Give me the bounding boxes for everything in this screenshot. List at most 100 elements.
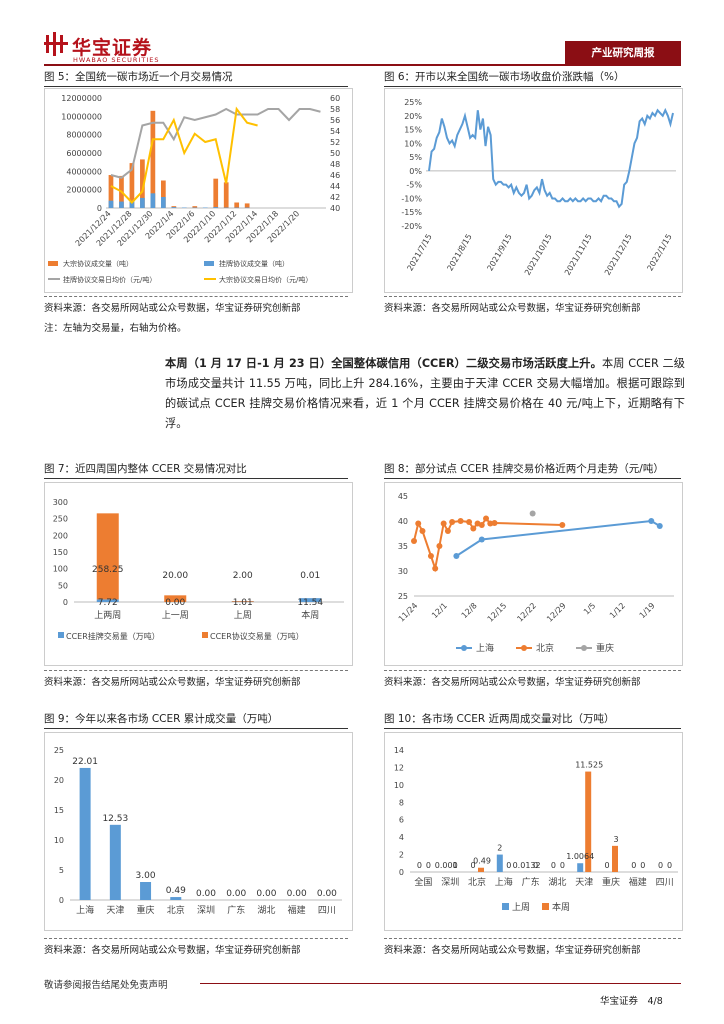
fig8-point-1 (419, 528, 426, 534)
fig10-y-tick: 0 (399, 868, 404, 877)
fig10-label-lastweek: 0 (551, 861, 556, 870)
fig10-label-thisweek: 0 (533, 861, 538, 870)
fig9-title: 图 9：今年以来各市场 CCER 累计成交量（万吨） (44, 713, 279, 725)
fig7-frame (44, 482, 353, 666)
fig5-y-left-tick: 10000000 (61, 112, 102, 121)
fig5-bar-bulk (234, 202, 240, 208)
fig5-source-rule (44, 296, 348, 297)
fig5-bar-bulk (129, 163, 135, 208)
fig6-x-tick: 2021/12/15 (603, 233, 634, 277)
fig10-x-tick: 天津 (575, 877, 593, 888)
fig9-bar-label: 0.00 (287, 889, 307, 899)
fig5-y-right-tick: 52 (330, 138, 340, 147)
fig5-bar-bulk (213, 178, 219, 208)
fig9-x-tick: 北京 (167, 904, 185, 916)
fig6-x-tick: 2021/8/15 (445, 233, 473, 273)
fig7-x-tick: 上两周 (94, 610, 121, 621)
fig8-x-tick: 12/1 (430, 601, 449, 620)
fig10-label-thisweek: 0 (640, 861, 645, 870)
fig8-point-1 (466, 519, 473, 525)
fig9-y-tick: 0 (59, 896, 64, 905)
brand-name: 华宝证券 (72, 37, 153, 59)
fig10-x-tick: 四川 (656, 878, 674, 888)
fig5-bar-bulk (150, 110, 156, 208)
fig8-y-tick: 45 (398, 492, 408, 501)
fig5-y-right-tick: 42 (330, 193, 340, 202)
fig5-y-left-tick: 6000000 (66, 149, 102, 158)
fig7-y-tick: 100 (53, 565, 68, 574)
fig10-x-tick: 北京 (468, 876, 486, 888)
fig10-title-rule (384, 728, 681, 729)
weekly-summary-paragraph: 本周（1 月 17 日-1 月 23 日）全国整体碳信用（CCER）二级交易市场… (165, 354, 685, 434)
fig5-line-bulk-price (110, 106, 258, 204)
fig9-x-tick: 四川 (318, 906, 336, 916)
fig6-y-tick: 5% (409, 153, 422, 162)
fig5-y-right-tick: 46 (330, 171, 340, 180)
fig10-legend-swatch (502, 903, 509, 910)
fig8-legend-marker (521, 645, 527, 651)
fig5-legend-label: 挂牌协议交易日均价（元/吨） (63, 275, 156, 284)
fig5-y-right-tick: 48 (330, 160, 340, 169)
fig10-y-tick: 8 (399, 798, 404, 807)
fig9-source-rule (44, 938, 348, 939)
fig8-y-tick: 30 (398, 567, 408, 576)
fig9-bar (170, 897, 182, 900)
fig6-x-tick: 2021/7/15 (405, 233, 433, 273)
fig7-title-rule (44, 478, 348, 479)
fig5-y-left-tick: 12000000 (61, 94, 102, 103)
summary-body: 本周 CCER 二级市场成交量共计 11.55 万吨，同比上升 284.16%，… (165, 357, 685, 430)
fig6-x-tick: 2021/10/15 (523, 233, 554, 277)
fig10-x-tick: 福建 (629, 876, 647, 888)
fig10-y-tick: 12 (394, 763, 404, 772)
fig9-frame (44, 732, 353, 931)
fig8-x-tick: 12/22 (515, 601, 538, 624)
fig8-point-0 (648, 518, 655, 524)
fig7-label-agreement: 2.00 (233, 571, 253, 581)
fig8-x-tick: 12/8 (460, 601, 479, 620)
fig5-source: 资料来源：各交易所网站或公众号数据，华宝证券研究创新部 (44, 303, 301, 314)
fig7-y-tick: 300 (53, 498, 68, 507)
fig6-y-tick: -20% (401, 222, 422, 231)
fig6-x-tick: 2021/11/15 (563, 233, 594, 277)
fig5-bar-listed (171, 207, 177, 208)
fig10-title: 图 10：各市场 CCER 近两周成交量对比（万吨） (384, 713, 615, 725)
brand-name-en: HWABAO SECURITIES (73, 56, 160, 64)
fig10-y-tick: 14 (394, 746, 404, 755)
fig5-chart: 12000000 10000000 8000000 6000000 4000000 200… (44, 88, 353, 293)
fig7-label-agreement: 20.00 (162, 571, 188, 581)
fig10-bar-thisweek (612, 845, 618, 872)
fig10-label-thisweek: 0.49 (473, 857, 491, 866)
page-number: 华宝证券 4/8 (600, 996, 663, 1007)
fig5-bar-listed (119, 201, 124, 208)
fig5-frame (44, 88, 353, 293)
fig7-label-agreement: 0.01 (300, 571, 320, 581)
fig7-title: 图 7：近四周国内整体 CCER 交易情况对比 (44, 463, 247, 475)
fig10-label-lastweek: 1.0064 (566, 852, 594, 861)
fig6-x-tick: 2021/9/15 (485, 233, 513, 273)
fig9-x-tick: 广东 (227, 904, 245, 916)
fig10-x-tick: 广东 (522, 876, 540, 888)
fig6-y-tick: 20% (404, 112, 422, 121)
fig10-legend-swatch (542, 903, 549, 910)
fig5-bar-listed (150, 193, 156, 208)
fig7-legend-swatch (58, 632, 64, 638)
fig8-point-1 (436, 543, 443, 549)
fig9-y-tick: 25 (54, 746, 64, 755)
fig8-legend-marker (581, 645, 587, 651)
fig5-bar-bulk (108, 175, 114, 208)
fig8-point-1 (415, 520, 422, 527)
fig7-source-rule (44, 670, 348, 671)
fig8-point-1 (559, 522, 566, 528)
fig6-source-rule (384, 296, 681, 297)
fig7-bar-listed (299, 598, 322, 602)
fig8-point-1 (427, 553, 434, 559)
fig5-y-right-tick: 44 (330, 182, 340, 191)
fig9-y-tick: 20 (54, 776, 64, 785)
fig8-y-tick: 25 (398, 592, 408, 601)
fig5-legend-label: 挂牌协议成交量（吨） (219, 259, 289, 268)
fig10-label-thisweek: 0 (426, 861, 431, 870)
fig9-x-tick: 天津 (106, 905, 124, 916)
fig5-bar-listed (213, 207, 219, 208)
fig8-point-0 (656, 523, 663, 529)
